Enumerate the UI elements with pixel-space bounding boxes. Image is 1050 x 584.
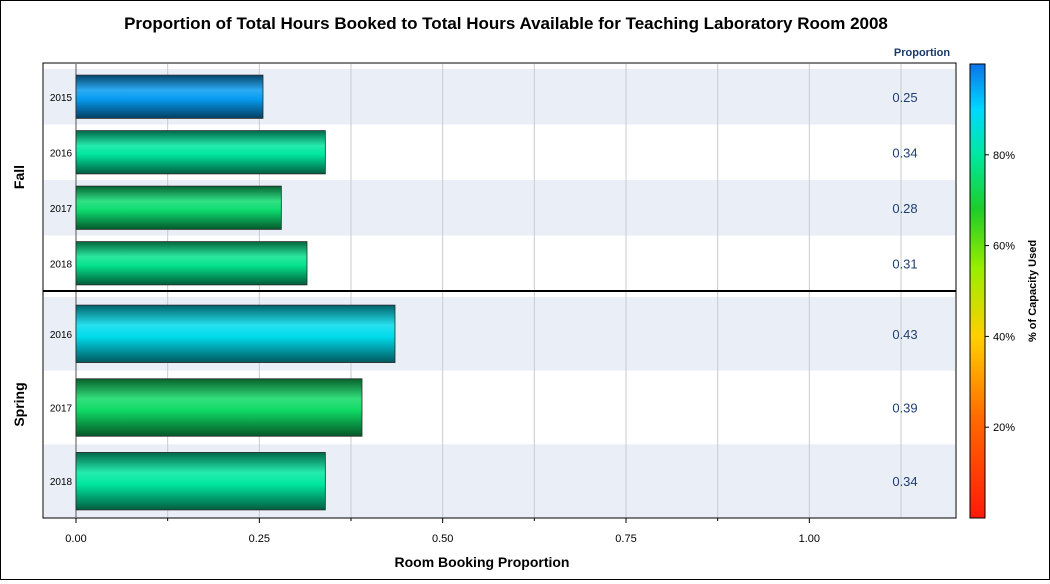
x-tick-label: 0.50 [432, 533, 453, 545]
color-legend-bar [969, 63, 986, 519]
color-legend: 20% 40% 60% 80% % of Capacity Used [969, 63, 1039, 519]
year-label: 2017 [50, 404, 73, 415]
x-tick-label: 0.00 [65, 533, 86, 545]
year-label: 2016 [50, 330, 73, 341]
x-tick-label: 1.00 [799, 533, 820, 545]
bar-fall-2017 [75, 185, 282, 230]
value-label: 0.34 [892, 145, 917, 160]
bar-fall-2018 [75, 241, 308, 286]
chart-title: Proportion of Total Hours Booked to Tota… [124, 14, 888, 33]
year-label: 2017 [50, 204, 73, 215]
value-label: 0.25 [892, 90, 917, 105]
year-label: 2015 [50, 93, 73, 104]
value-label: 0.34 [892, 474, 917, 489]
bar-fall-2015 [75, 74, 264, 119]
year-label: 2018 [50, 477, 73, 488]
legend-tick-label: 80% [993, 150, 1015, 162]
bar-spring-2017 [75, 378, 363, 437]
year-label: 2016 [50, 148, 73, 159]
value-label: 0.43 [892, 327, 917, 342]
plot-area: 2015 0.25 2016 0.34 2017 0.28 2018 0.31 Fall 2016… [11, 47, 957, 545]
x-tick-label: 0.25 [249, 533, 270, 545]
color-legend-title: % of Capacity Used [1027, 240, 1039, 342]
legend-tick-label: 40% [993, 331, 1015, 343]
x-tick-label: 0.75 [615, 533, 636, 545]
group-label-spring: Spring [11, 382, 27, 426]
legend-tick-label: 60% [993, 241, 1015, 253]
bar-fall-2016 [75, 130, 326, 175]
group-label-fall: Fall [11, 165, 27, 189]
value-label: 0.39 [892, 401, 917, 416]
year-label: 2018 [50, 259, 73, 270]
value-column-header: Proportion [894, 47, 950, 59]
legend-tick-label: 20% [993, 422, 1015, 434]
bar-spring-2016 [75, 304, 396, 363]
value-label: 0.28 [892, 201, 917, 216]
x-axis-label: Room Booking Proportion [395, 554, 570, 570]
value-label: 0.31 [892, 256, 917, 271]
bar-spring-2018 [75, 452, 326, 511]
